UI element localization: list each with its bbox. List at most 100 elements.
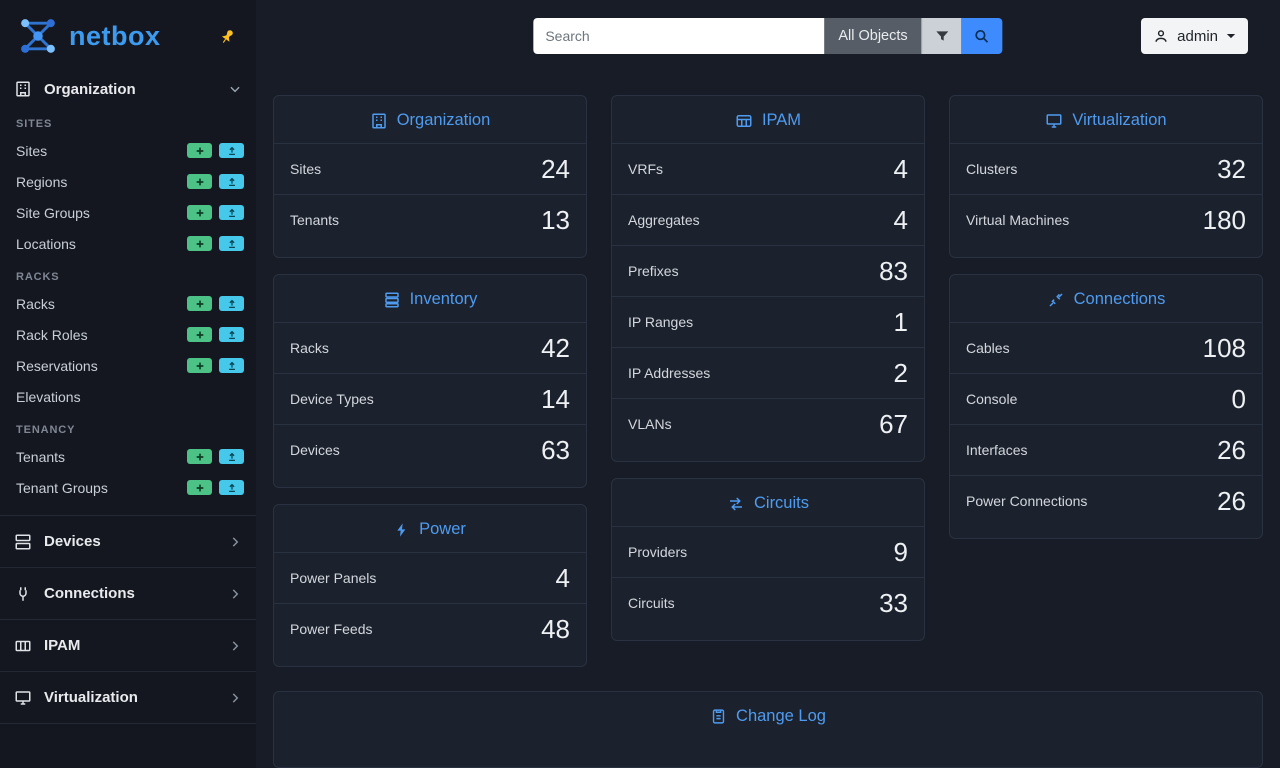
sidebar-root-groups: Devices Connections IPAM [0,515,256,724]
quick-add-button[interactable] [187,174,212,189]
stat-label: IP Addresses [628,365,711,381]
global-search-group: All Objects [533,18,1003,54]
card-title-link[interactable]: IPAM [612,96,924,143]
quick-add-button[interactable] [187,296,212,311]
sidebar-item-tenant-groups[interactable]: Tenant Groups [0,472,256,503]
stat-label: Providers [628,544,688,560]
stat-label: Power Panels [290,570,377,586]
cards-column-1: Organization Sites 24 Tenants 13 Invento… [273,95,587,667]
stat-row[interactable]: Prefixes 83 [612,245,924,296]
import-button[interactable] [219,296,244,311]
stat-row[interactable]: Sites 24 [274,143,586,194]
stat-row[interactable]: Devices 63 [274,424,586,475]
stat-row[interactable]: Device Types 14 [274,373,586,424]
section-title-racks: RACKS [16,271,60,283]
inventory-icon [383,291,401,309]
card-title-text: Change Log [736,707,826,725]
quick-add-button[interactable] [187,327,212,342]
import-button[interactable] [219,358,244,373]
sidebar-item-label: IPAM [44,637,81,654]
quick-add-button[interactable] [187,143,212,158]
sidebar-item-virtualization[interactable]: Virtualization [0,671,256,723]
stat-row[interactable]: Clusters 32 [950,143,1262,194]
user-area: admin [1141,18,1248,54]
card-title-link[interactable]: Power [274,505,586,552]
sidebar-item-elevations[interactable]: Elevations [0,381,256,412]
sidebar-item-rack-roles[interactable]: Rack Roles [0,319,256,350]
quick-add-button[interactable] [187,358,212,373]
chevron-down-icon [228,82,242,96]
stat-row[interactable]: Power Feeds 48 [274,603,586,654]
sidebar-item-tenants[interactable]: Tenants [0,441,256,472]
sidebar-item-site-groups[interactable]: Site Groups [0,197,256,228]
card-title-link[interactable]: Virtualization [950,96,1262,143]
sidebar-item-sites[interactable]: Sites [0,135,256,166]
stat-row[interactable]: Circuits 33 [612,577,924,628]
import-button[interactable] [219,236,244,251]
stat-label: Devices [290,442,340,458]
stat-label: IP Ranges [628,314,694,330]
user-menu-button[interactable]: admin [1141,18,1248,54]
netbox-logo-icon [14,14,62,58]
stat-row[interactable]: Console 0 [950,373,1262,424]
card-title-link[interactable]: Change Log [274,692,1262,739]
card-connections: Connections Cables 108 Console 0 Interfa… [949,274,1263,539]
import-button[interactable] [219,449,244,464]
stat-label: Tenants [290,212,340,228]
search-button[interactable] [961,18,1003,54]
stat-row[interactable]: Aggregates 4 [612,194,924,245]
quick-add-button[interactable] [187,480,212,495]
virtualization-icon [1045,112,1063,130]
import-button[interactable] [219,205,244,220]
card-title-text: Virtualization [1072,111,1167,129]
card-virtualization: Virtualization Clusters 32 Virtual Machi… [949,95,1263,258]
card-title-text: Inventory [409,290,478,308]
sidebar-item-reservations[interactable]: Reservations [0,350,256,381]
ipam-icon [735,112,753,130]
stat-value: 32 [1217,154,1246,184]
card-title-link[interactable]: Circuits [612,479,924,526]
sidebar-item-connections[interactable]: Connections [0,567,256,619]
card-title-link[interactable]: Organization [274,96,586,143]
sidebar-item-racks[interactable]: Racks [0,288,256,319]
filter-button[interactable] [921,18,962,54]
sidebar-item-locations[interactable]: Locations [0,228,256,259]
sidebar-item-ipam[interactable]: IPAM [0,619,256,671]
sidebar-item-devices[interactable]: Devices [0,515,256,567]
stat-row[interactable]: Virtual Machines 180 [950,194,1262,245]
sidebar-item-regions[interactable]: Regions [0,166,256,197]
netbox-logo[interactable]: netbox [14,14,161,58]
import-button[interactable] [219,143,244,158]
import-button[interactable] [219,174,244,189]
logo-text: netbox [69,20,161,51]
search-scope-button[interactable]: All Objects [824,18,922,54]
card-title-link[interactable]: Inventory [274,275,586,322]
quick-add-button[interactable] [187,236,212,251]
stat-row[interactable]: VLANs 67 [612,398,924,449]
monitor-icon [14,689,32,707]
server-rack-icon [14,533,32,551]
stat-row[interactable]: Cables 108 [950,322,1262,373]
stat-row[interactable]: Providers 9 [612,526,924,577]
quick-add-button[interactable] [187,449,212,464]
stat-row[interactable]: IP Ranges 1 [612,296,924,347]
stat-row[interactable]: IP Addresses 2 [612,347,924,398]
stat-row[interactable]: VRFs 4 [612,143,924,194]
stat-row[interactable]: Racks 42 [274,322,586,373]
card-title-link[interactable]: Connections [950,275,1262,322]
chevron-right-icon [228,691,242,705]
import-button[interactable] [219,480,244,495]
stat-row[interactable]: Interfaces 26 [950,424,1262,475]
stat-label: Cables [966,340,1010,356]
stat-row[interactable]: Power Connections 26 [950,475,1262,526]
quick-add-button[interactable] [187,205,212,220]
stat-row[interactable]: Tenants 13 [274,194,586,245]
stat-value: 14 [541,384,570,414]
search-input[interactable] [533,18,825,54]
pin-sidebar-icon[interactable] [216,24,240,48]
import-button[interactable] [219,327,244,342]
stat-row[interactable]: Power Panels 4 [274,552,586,603]
sidebar-item-organization[interactable]: Organization [0,68,256,106]
stat-label: Virtual Machines [966,212,1070,228]
stat-label: Prefixes [628,263,679,279]
